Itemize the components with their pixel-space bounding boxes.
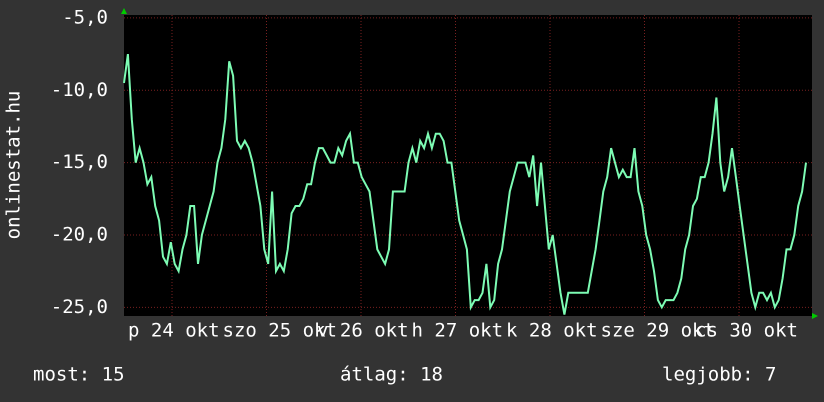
x-tick-label: cs 30 okt [695,320,798,342]
x-tick-label: v 26 okt [317,320,409,342]
y-tick-label: -25,0 [51,296,108,318]
footer-average: átlag: 18 [340,364,443,386]
axis-arrow [812,313,818,319]
y-tick-label: -20,0 [51,223,108,245]
footer-current: most: 15 [33,364,125,386]
footer-best: legjobb: 7 [662,364,776,386]
x-tick-label: sze 29 okt [601,320,715,342]
data-line [123,53,807,315]
axis-arrow [121,8,127,14]
y-tick-label: -15,0 [51,151,108,173]
x-tick-label: szo 25 okt [223,320,337,342]
y-tick-label: -10,0 [51,79,108,101]
x-tick-label: k 28 okt [506,320,598,342]
x-tick-label: h 27 okt [412,320,504,342]
x-tick-label: p 24 okt [128,320,220,342]
y-tick-label: -5,0 [62,6,108,28]
y-axis-title: onlinestat.hu [3,91,25,240]
